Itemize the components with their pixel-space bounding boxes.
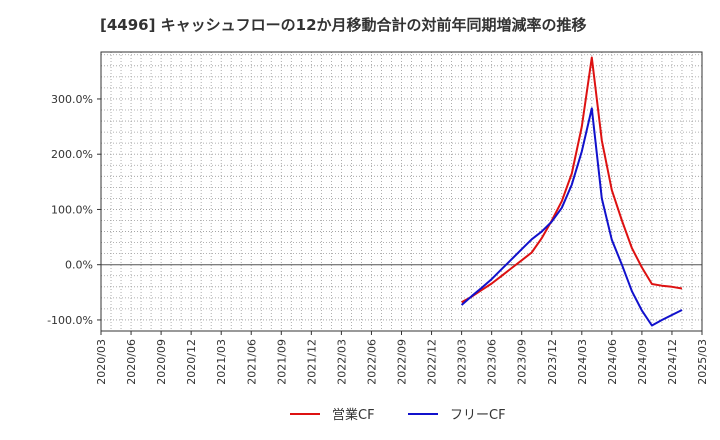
y-tick-label: -100.0% <box>47 314 93 327</box>
x-tick-label: 2023/03 <box>456 339 469 385</box>
x-tick-label: 2022/09 <box>396 339 409 385</box>
x-tick-label: 2023/06 <box>486 339 499 385</box>
legend-label: 営業CF <box>332 407 375 423</box>
x-tick-label: 2024/06 <box>606 339 619 385</box>
y-axis-labels: -100.0% 0.0% 100.0% 200.0% 300.0% <box>47 93 93 327</box>
x-tick-label: 2022/12 <box>426 339 439 385</box>
series <box>460 56 683 327</box>
y-tick-label: 0.0% <box>65 259 93 272</box>
y-tick-label: 100.0% <box>51 203 93 216</box>
x-tick-label: 2021/09 <box>275 339 288 385</box>
series-line-free-cf <box>460 107 683 327</box>
axes <box>97 51 703 335</box>
y-tick-label: 200.0% <box>51 148 93 161</box>
legend: 営業CF フリーCF <box>290 407 506 423</box>
legend-label: フリーCF <box>450 408 506 423</box>
x-tick-label: 2024/03 <box>576 339 589 385</box>
x-tick-label: 2021/12 <box>305 339 318 385</box>
chart-title: [4496] キャッシュフローの12か月移動合計の対前年同期増減率の推移 <box>100 16 587 34</box>
x-tick-label: 2020/06 <box>125 339 138 385</box>
x-tick-label: 2021/03 <box>215 339 228 385</box>
x-tick-label: 2022/06 <box>365 339 378 385</box>
x-tick-label: 2021/06 <box>245 339 258 385</box>
x-tick-label: 2024/09 <box>636 339 649 385</box>
x-tick-label: 2020/09 <box>155 339 168 385</box>
x-tick-label: 2023/09 <box>516 339 529 385</box>
y-tick-label: 300.0% <box>51 93 93 106</box>
x-tick-label: 2020/03 <box>95 339 108 385</box>
x-tick-label: 2023/12 <box>546 339 559 385</box>
x-tick-label: 2025/03 <box>696 339 709 385</box>
series-line-operating-cf <box>461 56 683 304</box>
x-tick-label: 2024/12 <box>666 339 679 385</box>
x-tick-label: 2022/03 <box>335 339 348 385</box>
x-axis-labels: 2020/03 2020/06 2020/09 2020/12 2021/03 2021/… <box>95 339 709 385</box>
x-tick-label: 2020/12 <box>185 339 198 385</box>
